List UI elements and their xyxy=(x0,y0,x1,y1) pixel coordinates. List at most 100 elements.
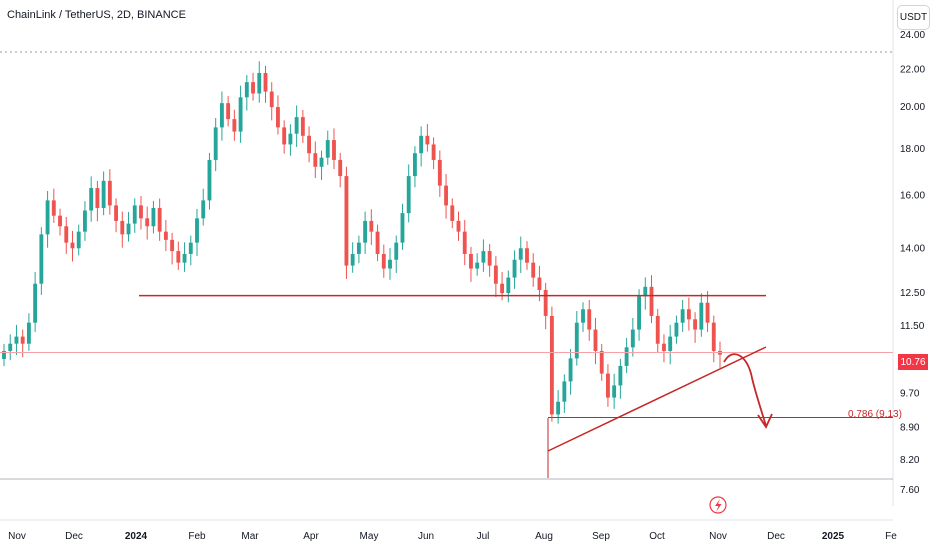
candle-body xyxy=(512,259,517,278)
candle-body xyxy=(568,358,573,382)
currency-unit-button[interactable]: USDT xyxy=(897,5,930,30)
candle-body xyxy=(531,262,536,278)
candle-body xyxy=(711,322,716,351)
candle-body xyxy=(630,329,635,348)
candle-body xyxy=(462,231,467,254)
candle-body xyxy=(450,205,455,221)
candle-body xyxy=(444,185,448,206)
candle-body xyxy=(51,200,56,216)
time-tick-label: Nov xyxy=(709,531,727,542)
candle-body xyxy=(381,253,386,269)
candle-body xyxy=(201,200,206,219)
candle-body xyxy=(543,289,548,316)
candle-body xyxy=(195,218,199,243)
candle-body xyxy=(618,365,623,386)
candle-body xyxy=(163,231,168,240)
candle-body xyxy=(120,220,125,235)
candle-body xyxy=(213,127,218,160)
candle-body xyxy=(58,215,62,227)
candle-body xyxy=(332,140,336,160)
candle-body xyxy=(114,205,118,221)
candle-body xyxy=(643,286,648,297)
candle-body xyxy=(70,242,75,249)
candle-body xyxy=(525,248,529,263)
candle-body xyxy=(257,72,262,94)
candle-body xyxy=(101,180,106,208)
candle-body xyxy=(145,218,150,227)
candle-body xyxy=(406,176,411,214)
price-tick-label: 22.00 xyxy=(900,64,925,75)
candle-body xyxy=(182,253,187,263)
time-tick-label: Aug xyxy=(535,531,553,542)
price-tick-label: 12.50 xyxy=(900,288,925,299)
candle-body xyxy=(419,135,424,154)
support-trendline xyxy=(547,346,767,452)
candle-body xyxy=(251,82,255,94)
price-axis[interactable]: 7.608.208.909.7010.5011.5012.5014.0016.0… xyxy=(900,30,925,496)
candle-body xyxy=(33,283,38,323)
candle-body xyxy=(549,315,554,415)
time-tick-label: Dec xyxy=(767,531,785,542)
bolt-icon[interactable] xyxy=(709,496,727,514)
candle-body xyxy=(14,336,19,344)
candle-body xyxy=(637,296,641,330)
candle-body xyxy=(487,251,492,266)
time-tick-label: Jun xyxy=(418,531,434,542)
projection-arrow xyxy=(723,353,767,427)
price-tick-label: 8.20 xyxy=(900,455,920,466)
candle-body xyxy=(363,220,368,243)
candle-body xyxy=(325,140,330,158)
price-tick-label: 11.50 xyxy=(900,321,925,332)
candle-body xyxy=(493,265,498,284)
candle-body xyxy=(188,242,193,254)
candle-body xyxy=(64,226,69,243)
fib-level-label: 0.786 (9.13) xyxy=(848,409,902,420)
candle-body xyxy=(680,309,685,323)
candle-body xyxy=(599,350,604,374)
candle-body xyxy=(238,97,243,132)
time-tick-label: Fe xyxy=(885,531,897,542)
candle-body xyxy=(699,302,704,330)
trend-drawings xyxy=(0,294,893,480)
candle-body xyxy=(593,329,598,351)
candle-body xyxy=(469,253,473,269)
time-tick-label: May xyxy=(360,531,379,542)
candle-body xyxy=(20,336,25,344)
candle-body xyxy=(394,242,399,260)
arrow-head xyxy=(757,413,773,429)
candle-body xyxy=(705,302,710,323)
candle-body xyxy=(282,127,287,145)
candle-body xyxy=(107,180,112,206)
candle-body xyxy=(674,322,679,337)
candle-body xyxy=(506,277,511,294)
time-tick-label: 2025 xyxy=(822,531,845,542)
time-axis[interactable]: Nov Dec 2024 Feb Mar Apr May Jun Jul Aug Sep Oct Nov… xyxy=(8,531,897,542)
candle-body xyxy=(300,117,305,136)
candle-body xyxy=(612,385,617,398)
price-tick-label: 8.90 xyxy=(900,423,920,434)
candle-body xyxy=(95,188,100,208)
candle-body xyxy=(226,103,231,120)
candle-body xyxy=(151,207,156,227)
current-price-tag: 10.76 xyxy=(898,354,928,370)
price-tick-label: 18.00 xyxy=(900,144,925,155)
candle-body xyxy=(319,157,324,167)
candle-body xyxy=(45,200,50,235)
candle-body xyxy=(89,188,94,211)
candle-body xyxy=(356,242,361,254)
candle-body xyxy=(157,207,162,232)
candle-body xyxy=(132,205,137,224)
candle-body xyxy=(412,153,417,177)
time-tick-label: Apr xyxy=(303,531,319,542)
candle-body xyxy=(344,176,349,266)
candle-body xyxy=(686,309,691,320)
candle-body xyxy=(313,153,318,167)
candle-body xyxy=(400,213,405,243)
price-tick-label: 14.00 xyxy=(900,243,925,254)
price-tick-label: 16.00 xyxy=(900,190,925,201)
time-tick-label: Dec xyxy=(65,531,83,542)
price-tick-label: 7.60 xyxy=(900,485,920,496)
